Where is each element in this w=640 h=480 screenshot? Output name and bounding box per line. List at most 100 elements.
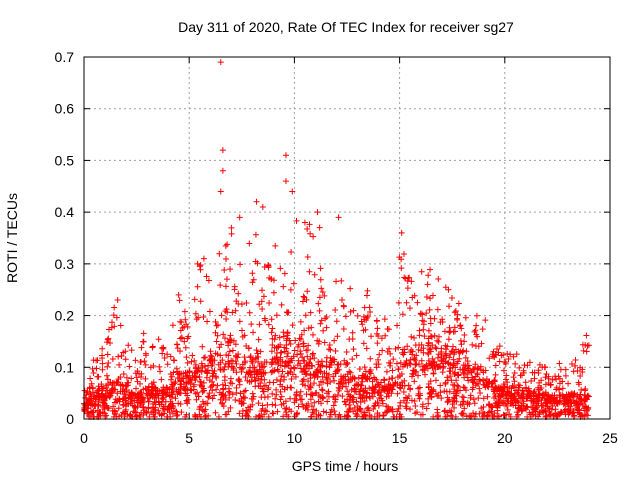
data-point [568, 361, 575, 368]
data-point [380, 376, 387, 383]
data-point [438, 345, 445, 352]
data-point [379, 400, 386, 407]
data-point [423, 310, 430, 317]
data-point [285, 350, 292, 357]
data-point [195, 314, 202, 321]
data-point [146, 390, 153, 397]
data-point [170, 369, 177, 376]
data-point [458, 341, 465, 348]
data-point [316, 338, 323, 345]
data-point [265, 321, 272, 328]
data-point [445, 398, 452, 405]
data-point [243, 412, 250, 419]
data-point [324, 380, 331, 387]
data-point [484, 393, 491, 400]
data-point [224, 241, 231, 248]
data-point [297, 318, 304, 325]
data-point [106, 326, 112, 333]
data-point [289, 371, 296, 378]
data-point [360, 413, 367, 420]
data-point [99, 345, 106, 352]
data-point [539, 364, 546, 371]
data-point [240, 393, 247, 400]
data-point [101, 400, 108, 407]
data-point [245, 404, 252, 411]
data-point [383, 393, 390, 400]
data-point [318, 317, 325, 324]
data-point [134, 403, 141, 410]
data-point [112, 408, 119, 415]
data-point [142, 361, 149, 368]
data-point [315, 398, 322, 405]
data-point [365, 407, 372, 414]
data-point [455, 383, 462, 390]
data-point [429, 342, 436, 349]
data-point [556, 392, 563, 399]
data-point [235, 377, 242, 384]
data-point [323, 363, 330, 370]
data-point [376, 351, 383, 358]
data-point [401, 361, 408, 368]
data-point [501, 359, 508, 366]
data-point [361, 304, 368, 311]
data-point [259, 203, 266, 210]
plot-frame [83, 56, 611, 420]
data-point [283, 362, 290, 369]
data-point [555, 410, 562, 417]
data-point [137, 359, 144, 366]
data-point [272, 395, 279, 402]
data-point [152, 404, 159, 411]
data-point [99, 360, 106, 367]
data-point [344, 413, 351, 420]
data-point [250, 276, 257, 283]
x-axis-label: GPS time / hours [292, 458, 399, 474]
data-point [426, 390, 433, 397]
data-point [105, 405, 112, 412]
data-point [113, 378, 120, 385]
data-point [374, 381, 381, 388]
data-point [307, 391, 314, 398]
data-point [349, 336, 356, 343]
data-point [252, 258, 259, 265]
data-point [456, 355, 463, 362]
data-point [439, 316, 446, 323]
data-point [481, 382, 488, 389]
data-point [411, 397, 418, 404]
data-point [461, 374, 468, 381]
data-point [414, 299, 421, 306]
data-point [171, 357, 178, 364]
data-point [248, 395, 255, 402]
data-point [400, 251, 407, 258]
data-point [200, 314, 207, 321]
data-point [535, 370, 542, 377]
data-point [281, 270, 288, 277]
data-point [521, 362, 528, 369]
data-point [493, 402, 500, 409]
data-point [255, 336, 262, 343]
data-point [393, 360, 400, 367]
data-point [412, 342, 419, 349]
data-point [383, 368, 390, 375]
data-point [290, 280, 297, 287]
data-point [299, 378, 306, 385]
data-point [401, 382, 408, 389]
data-point [439, 369, 446, 376]
data-point [395, 366, 402, 373]
data-point [314, 373, 321, 380]
data-point [380, 412, 387, 419]
data-point [427, 345, 434, 352]
data-point [527, 393, 534, 400]
data-point [311, 399, 318, 406]
data-point [385, 326, 392, 333]
data-point [226, 348, 233, 355]
data-point [291, 347, 298, 354]
data-point [398, 265, 405, 272]
data-point [290, 353, 297, 360]
data-point [486, 378, 493, 385]
data-point [441, 408, 448, 415]
data-point [89, 384, 96, 391]
data-point [228, 357, 235, 364]
data-point [553, 376, 560, 383]
data-point [327, 346, 334, 353]
data-point [120, 371, 127, 378]
